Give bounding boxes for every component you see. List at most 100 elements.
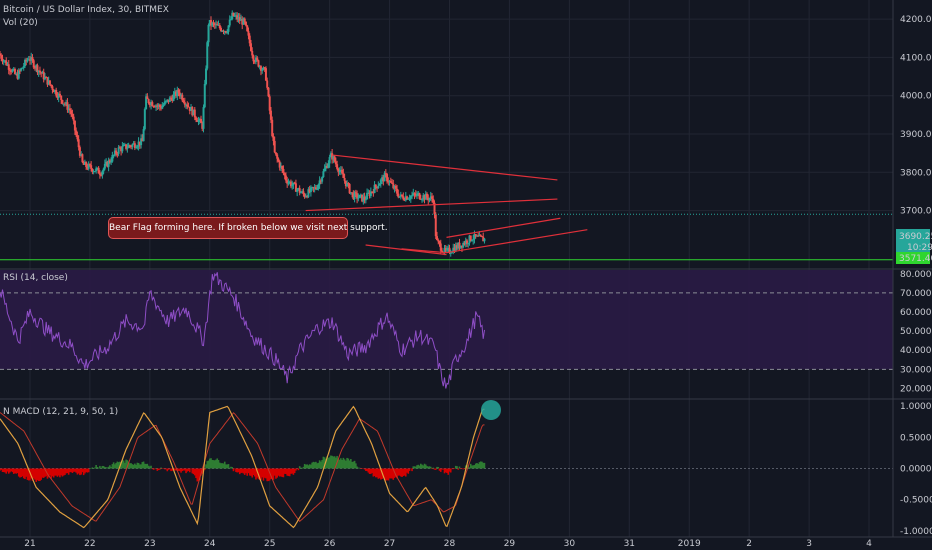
macd-histogram-bar [51, 468, 54, 477]
macd-histogram-bar [37, 468, 40, 481]
x-tick-label: 21 [24, 539, 35, 549]
candle-body [377, 185, 380, 189]
macd-histogram-bar [62, 468, 65, 476]
macd-tick-label: -1.0000 [900, 527, 932, 537]
candle-body [271, 119, 274, 137]
macd-histogram-bar [146, 463, 149, 469]
candle-body [414, 194, 417, 196]
candle-body [160, 107, 163, 109]
macd-histogram-bar [232, 468, 235, 472]
macd-histogram-bar [442, 468, 445, 470]
macd-histogram-bar [251, 468, 254, 478]
candle-body [173, 91, 176, 95]
candle-body [278, 161, 281, 168]
macd-histogram-bar [438, 468, 441, 471]
x-tick-label: 29 [504, 539, 516, 549]
candle-body [472, 239, 475, 241]
candle-body [82, 162, 85, 165]
candle-body [18, 70, 21, 72]
macd-histogram-bar [300, 467, 302, 469]
macd-histogram-bar [50, 468, 52, 479]
macd-histogram-bar [243, 468, 246, 475]
macd-histogram-bar [439, 468, 442, 472]
macd-histogram-bar [443, 468, 446, 474]
macd-histogram-bar [134, 463, 136, 469]
macd-histogram-bar [255, 468, 257, 480]
macd-histogram-bar [325, 458, 327, 469]
candle-body [404, 196, 407, 201]
macd-histogram-bar [145, 464, 147, 469]
macd-histogram-bar [41, 468, 44, 478]
macd-histogram-bar [86, 468, 89, 473]
macd-histogram-bar [81, 468, 84, 473]
macd-histogram-bar [124, 462, 126, 469]
macd-histogram-bar [347, 458, 350, 469]
candle-body [273, 140, 276, 153]
candle-body [88, 164, 91, 166]
candle-body [98, 173, 101, 175]
candle-body [112, 155, 115, 157]
candle-body [314, 187, 317, 190]
macd-histogram-bar [160, 467, 162, 469]
macd-histogram-bar [272, 468, 275, 480]
macd-histogram-bar [164, 468, 166, 470]
macd-histogram-bar [411, 468, 413, 472]
macd-histogram-bar [281, 468, 283, 478]
price-tick-label: 4000.00 [900, 92, 932, 102]
candle-body [439, 243, 442, 251]
candle-body [131, 144, 134, 147]
macd-histogram-bar [137, 463, 140, 469]
candle-body [384, 173, 387, 175]
candle-body [11, 69, 14, 72]
candle-body [45, 76, 48, 78]
macd-histogram-bar [40, 468, 43, 480]
macd-histogram-bar [54, 468, 56, 476]
candle-body [279, 166, 282, 168]
macd-histogram-bar [383, 468, 386, 480]
macd-histogram-bar [286, 468, 288, 476]
candle-body [329, 153, 332, 158]
macd-histogram-bar [114, 464, 116, 469]
macd-histogram-bar [331, 455, 333, 469]
candle-body [87, 164, 90, 169]
macd-histogram-bar [130, 463, 132, 469]
candle-body [122, 144, 125, 147]
macd-histogram-bar [448, 468, 451, 472]
x-tick-label: 3 [806, 539, 812, 549]
candle-body [206, 42, 209, 69]
candle-body [477, 235, 480, 237]
macd-histogram-bar [191, 468, 194, 474]
macd-histogram-bar [60, 468, 62, 476]
macd-histogram-bar [351, 461, 353, 469]
macd-histogram-bar [136, 462, 139, 469]
candle-body [388, 181, 391, 183]
macd-histogram-bar [87, 468, 90, 473]
candle-body [483, 238, 486, 242]
candle-body [423, 195, 426, 200]
macd-histogram-bar [290, 468, 292, 474]
candle-body [192, 109, 195, 116]
macd-histogram-bar [423, 463, 426, 469]
macd-histogram-bar [462, 468, 465, 470]
candle-body [97, 167, 100, 174]
candle-body [359, 194, 362, 196]
macd-histogram-bar [350, 459, 352, 469]
macd-histogram-bar [190, 468, 192, 470]
x-tick-label: 24 [204, 539, 216, 549]
macd-histogram-bar [441, 468, 443, 470]
macd-histogram-bar [52, 468, 55, 478]
macd-histogram-bar [370, 468, 372, 474]
macd-histogram-bar [85, 468, 87, 473]
candle-body [301, 191, 304, 193]
trendline [332, 154, 558, 181]
macd-histogram-bar [157, 468, 160, 471]
candle-body [254, 57, 257, 62]
candle-body [272, 136, 275, 141]
candle-body [361, 194, 364, 202]
candle-body [334, 161, 337, 165]
macd-histogram-bar [196, 468, 199, 482]
candle-body [475, 235, 478, 237]
symbol-title: Bitcoin / US Dollar Index, 30, BITMEX [3, 5, 169, 15]
candle-body [92, 171, 95, 173]
